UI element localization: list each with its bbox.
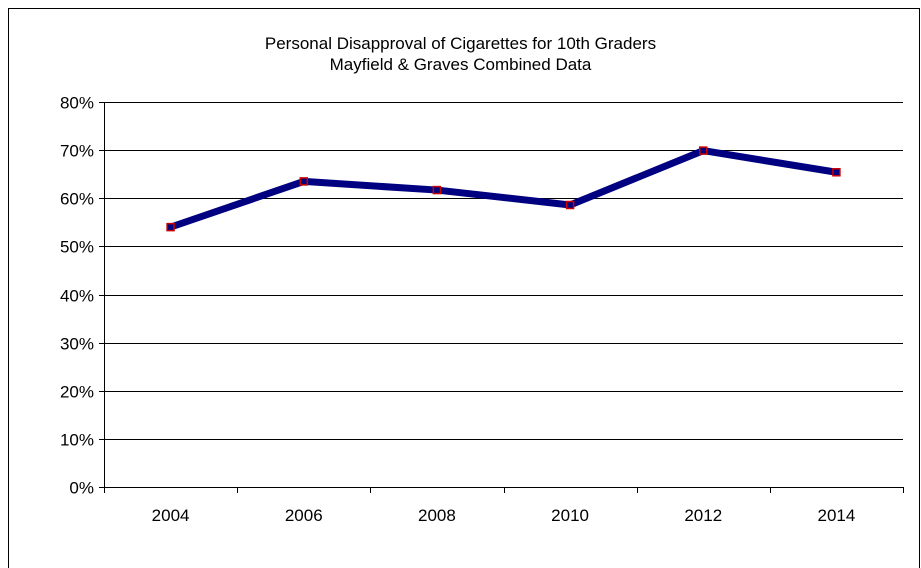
x-tick-label: 2008 bbox=[418, 506, 456, 525]
y-tick-labels: 0% 10% 20% 30% 40% 50% 60% 70% 80% bbox=[60, 94, 94, 498]
data-point bbox=[432, 185, 442, 195]
x-tick-label: 2012 bbox=[684, 506, 722, 525]
data-point bbox=[166, 222, 175, 232]
data-point bbox=[832, 168, 841, 177]
chart-frame bbox=[8, 8, 920, 568]
x-tick-label: 2010 bbox=[551, 506, 589, 525]
x-tick-labels: 2004 2006 2008 2010 2012 2014 bbox=[152, 506, 856, 525]
chart-title: Personal Disapproval of Cigarettes for 1… bbox=[264, 34, 657, 53]
axes bbox=[99, 102, 904, 493]
x-tick-label: 2014 bbox=[818, 506, 856, 525]
y-tick-label: 0% bbox=[69, 479, 94, 498]
y-tick-label: 30% bbox=[60, 335, 94, 354]
y-tick-label: 40% bbox=[60, 287, 94, 306]
y-tick-label: 50% bbox=[60, 238, 94, 257]
y-tick-label: 80% bbox=[60, 94, 94, 113]
gridlines bbox=[104, 102, 903, 440]
chart-subtitle: Mayfield & Graves Combined Data bbox=[329, 55, 592, 74]
chart-title-block: Personal Disapproval of Cigarettes for 1… bbox=[0, 33, 921, 75]
data-point bbox=[565, 200, 575, 210]
data-point bbox=[299, 177, 308, 186]
y-tick-label: 60% bbox=[60, 190, 94, 209]
y-tick-label: 70% bbox=[60, 142, 94, 161]
y-tick-label: 20% bbox=[60, 383, 94, 402]
data-point bbox=[699, 146, 708, 155]
series-layer bbox=[166, 146, 841, 232]
x-tick-label: 2006 bbox=[285, 506, 323, 525]
y-tick-label: 10% bbox=[60, 431, 94, 450]
series-line bbox=[167, 147, 840, 231]
x-tick-label: 2004 bbox=[152, 506, 190, 525]
